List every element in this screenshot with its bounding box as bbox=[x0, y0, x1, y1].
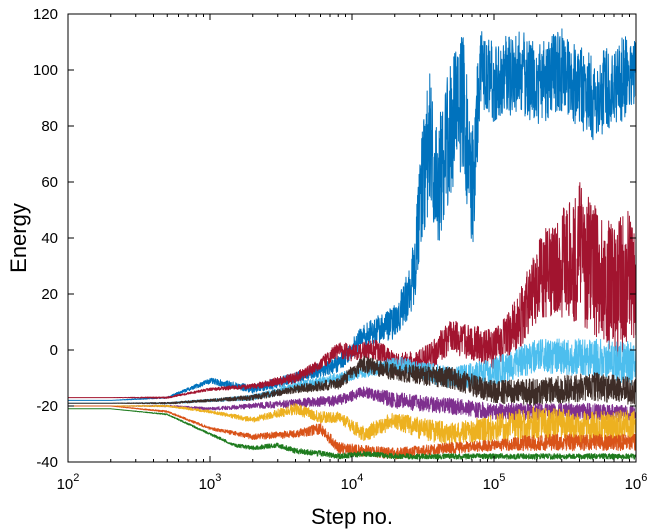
series-line-2 bbox=[68, 182, 636, 399]
x-tick-label: 102 bbox=[57, 472, 80, 493]
x-tick-label: 103 bbox=[199, 472, 222, 493]
x-axis-label: Step no. bbox=[311, 504, 393, 529]
series-line-6 bbox=[68, 403, 636, 446]
y-tick-label: -40 bbox=[36, 454, 58, 471]
x-tick-label: 106 bbox=[625, 472, 648, 493]
series-line-4 bbox=[68, 355, 636, 406]
y-axis-label: Energy bbox=[6, 203, 31, 273]
y-tick-label: 60 bbox=[41, 174, 58, 191]
series-layer bbox=[68, 28, 636, 460]
y-tick-label: -20 bbox=[36, 398, 58, 415]
y-tick-label: 40 bbox=[41, 230, 58, 247]
y-axis-ticks: -40 -20 0 20 40 60 80 100 120 bbox=[33, 6, 636, 471]
y-tick-label: 100 bbox=[33, 62, 58, 79]
y-tick-label: 120 bbox=[33, 6, 58, 23]
x-tick-label: 105 bbox=[483, 472, 506, 493]
x-tick-label: 104 bbox=[341, 472, 364, 493]
x-axis-ticks: 102 103 104 105 106 bbox=[57, 14, 648, 493]
y-tick-label: 20 bbox=[41, 286, 58, 303]
y-tick-label: 80 bbox=[41, 118, 58, 135]
y-tick-label: 0 bbox=[50, 342, 58, 359]
